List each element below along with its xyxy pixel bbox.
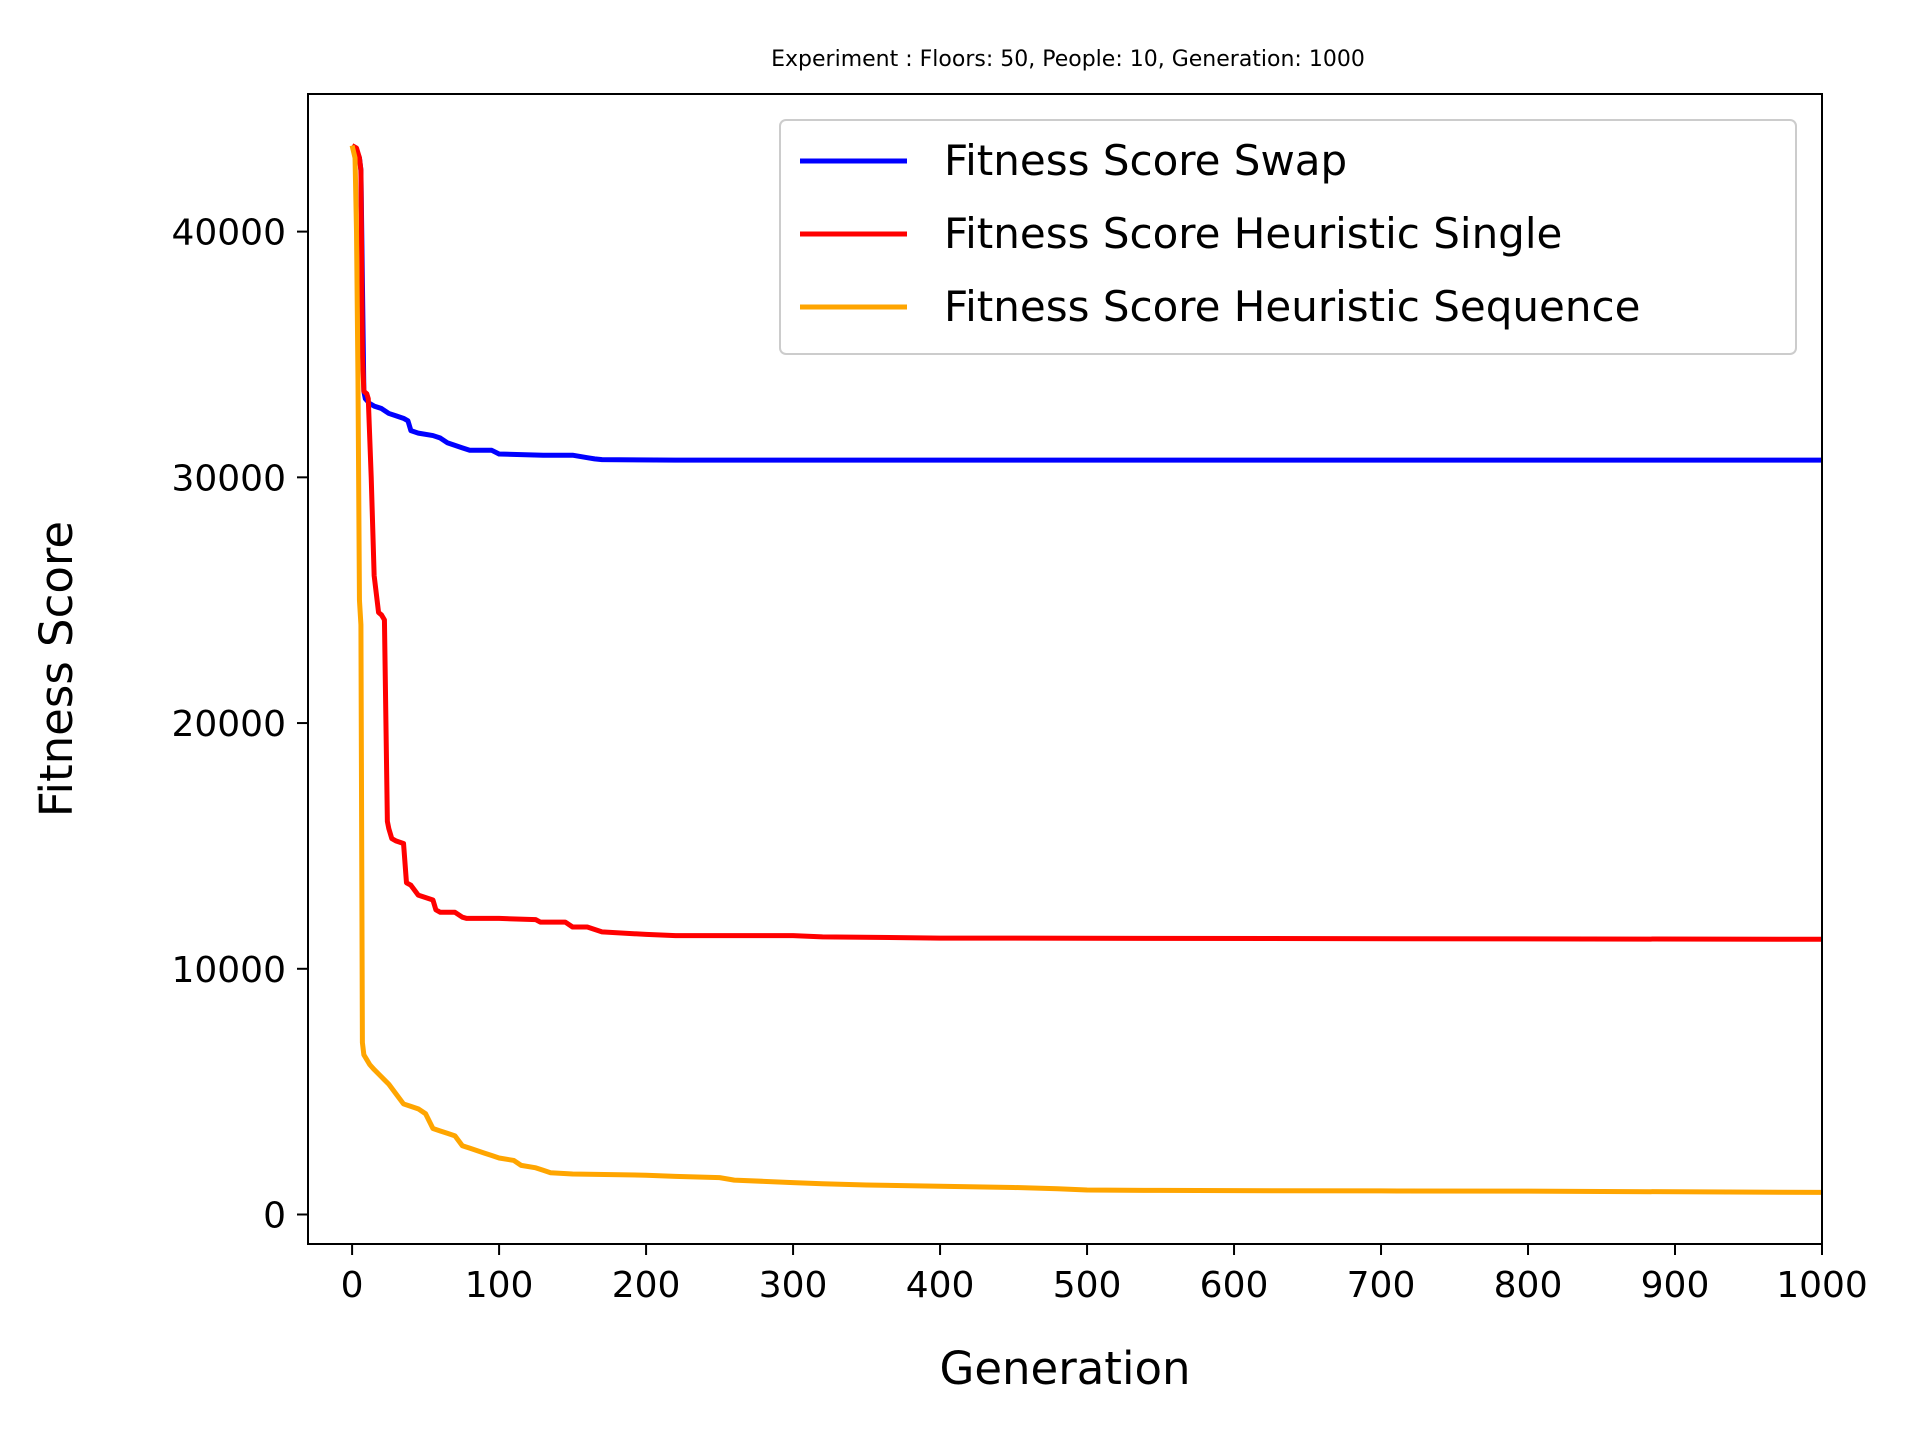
legend-label-1: Fitness Score Swap [944, 136, 1347, 185]
x-tick-label: 0 [341, 1265, 364, 1306]
x-tick-label: 700 [1347, 1265, 1416, 1306]
chart-title: Experiment : Floors: 50, People: 10, Gen… [771, 47, 1365, 72]
legend-label-3: Fitness Score Heuristic Sequence [944, 282, 1640, 331]
series-line-3 [349, 145, 1822, 1195]
x-tick-label: 400 [906, 1265, 975, 1306]
y-tick-label: 30000 [171, 458, 286, 499]
legend: Fitness Score Swap Fitness Score Heuristi… [779, 119, 1797, 355]
x-tick-label: 500 [1053, 1265, 1122, 1306]
y-tick-label: 40000 [171, 213, 286, 254]
y-axis: 0 10000 20000 30000 40000 [171, 213, 308, 1237]
legend-label-2: Fitness Score Heuristic Single [944, 209, 1562, 258]
x-tick-label: 300 [759, 1265, 828, 1306]
x-tick-label: 600 [1200, 1265, 1269, 1306]
legend-box [779, 119, 1797, 355]
x-tick-label: 900 [1641, 1265, 1710, 1306]
y-tick-label: 20000 [171, 704, 286, 745]
x-axis: 0 100 200 300 400 500 600 700 800 900 1000 [341, 1244, 1868, 1306]
y-axis-label: Fitness Score [30, 521, 83, 817]
x-tick-label: 1000 [1776, 1265, 1868, 1306]
series-line-2 [350, 143, 1822, 942]
x-tick-label: 100 [465, 1265, 534, 1306]
y-tick-label: 0 [263, 1196, 286, 1237]
plot-area-frame [307, 93, 1823, 1245]
x-tick-label: 800 [1494, 1265, 1563, 1306]
chart-marks [349, 143, 1822, 1195]
x-tick-label: 200 [612, 1265, 681, 1306]
y-tick-label: 10000 [171, 950, 286, 991]
x-axis-label: Generation [939, 1342, 1190, 1395]
